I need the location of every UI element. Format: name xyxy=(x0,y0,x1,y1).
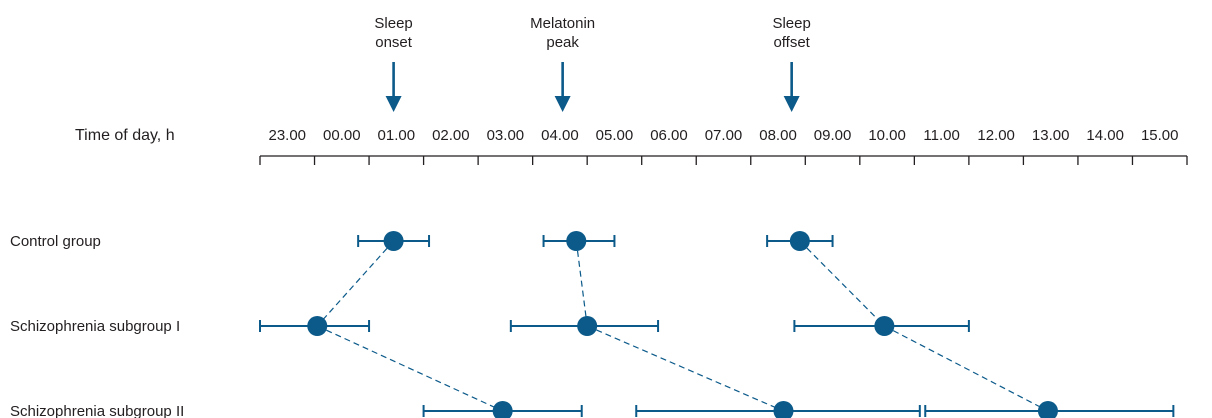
event-marker: Melatonin peak xyxy=(530,15,595,112)
arrow-head-icon xyxy=(554,96,571,112)
event-marker: Sleep onset xyxy=(374,15,413,112)
event-marker-label: Sleep xyxy=(374,15,412,32)
arrow-head-icon xyxy=(385,96,402,112)
event-marker-label: offset xyxy=(773,34,810,51)
tick-label: 15.00 xyxy=(1141,127,1179,144)
tick-label: 04.00 xyxy=(541,127,579,144)
tick-label: 02.00 xyxy=(432,127,470,144)
connector-line xyxy=(884,325,1049,412)
group-label: Schizophrenia subgroup I xyxy=(10,318,180,335)
tick-label: 12.00 xyxy=(977,127,1015,144)
connector-lines xyxy=(316,240,1049,412)
axis-title: Time of day, h xyxy=(75,127,175,144)
time-axis: 23.00 00.00 01.00 02.00 03.00 04.00 05.00 06.00… xyxy=(259,127,1188,165)
tick-label: 10.00 xyxy=(868,127,906,144)
tick-label: 00.00 xyxy=(323,127,361,144)
data-point xyxy=(789,231,810,251)
tick-label: 13.00 xyxy=(1032,127,1070,144)
connector-line xyxy=(799,240,885,327)
tick-label: 06.00 xyxy=(650,127,688,144)
connector-line xyxy=(575,240,588,327)
data-point xyxy=(773,401,794,418)
event-marker-label: Melatonin xyxy=(530,15,595,32)
tick-label: 07.00 xyxy=(705,127,743,144)
arrow-head-icon xyxy=(783,96,800,112)
event-marker-label: onset xyxy=(375,34,413,51)
connector-line xyxy=(317,325,503,412)
data-point xyxy=(307,316,328,336)
tick-label: 09.00 xyxy=(814,127,852,144)
data-point xyxy=(566,231,587,251)
markers-layer: Sleep onset Melatonin peak Sleep offset xyxy=(374,15,811,112)
data-points xyxy=(307,231,1058,418)
tick-label: 23.00 xyxy=(268,127,306,144)
data-point xyxy=(1037,401,1058,418)
tick-label: 08.00 xyxy=(759,127,797,144)
data-point xyxy=(577,316,598,336)
tick-label: 03.00 xyxy=(487,127,525,144)
event-marker-label: Sleep xyxy=(772,15,810,32)
group-label: Schizophrenia subgroup II xyxy=(10,403,184,418)
error-bars xyxy=(259,235,1175,417)
data-point xyxy=(874,316,895,336)
group-label: Control group xyxy=(10,233,101,250)
event-marker: Sleep offset xyxy=(772,15,811,112)
tick-label: 01.00 xyxy=(378,127,416,144)
group-labels: Control group Schizophrenia subgroup I Sch… xyxy=(10,233,184,418)
connector-line xyxy=(316,240,395,327)
tick-label: 11.00 xyxy=(923,127,959,144)
tick-label: 14.00 xyxy=(1086,127,1124,144)
data-point xyxy=(492,401,513,418)
connector-line xyxy=(586,325,784,412)
event-marker-label: peak xyxy=(546,34,579,51)
data-point xyxy=(383,231,404,251)
tick-label: 05.00 xyxy=(596,127,634,144)
